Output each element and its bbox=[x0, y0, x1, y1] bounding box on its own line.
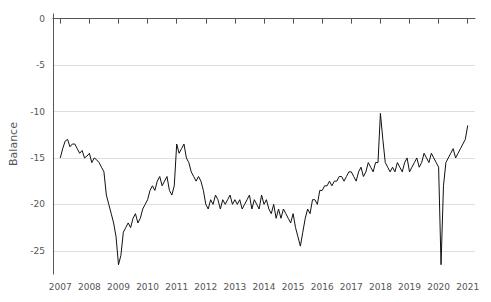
svg-text:-10: -10 bbox=[30, 107, 45, 117]
svg-text:2010: 2010 bbox=[136, 282, 159, 292]
svg-text:2014: 2014 bbox=[253, 282, 276, 292]
svg-text:2021: 2021 bbox=[456, 282, 479, 292]
svg-text:2012: 2012 bbox=[194, 282, 217, 292]
svg-text:2015: 2015 bbox=[282, 282, 305, 292]
svg-text:2013: 2013 bbox=[223, 282, 246, 292]
svg-text:2017: 2017 bbox=[340, 282, 363, 292]
svg-text:2018: 2018 bbox=[369, 282, 392, 292]
svg-text:-25: -25 bbox=[30, 246, 45, 256]
svg-text:2020: 2020 bbox=[427, 282, 450, 292]
svg-text:Balance: Balance bbox=[7, 122, 20, 166]
svg-text:2007: 2007 bbox=[49, 282, 72, 292]
svg-text:2009: 2009 bbox=[107, 282, 130, 292]
svg-text:2016: 2016 bbox=[311, 282, 334, 292]
svg-text:-15: -15 bbox=[30, 153, 45, 163]
svg-text:2008: 2008 bbox=[78, 282, 101, 292]
svg-text:-20: -20 bbox=[30, 199, 45, 209]
svg-text:0: 0 bbox=[39, 14, 45, 24]
svg-text:2011: 2011 bbox=[165, 282, 188, 292]
svg-text:-5: -5 bbox=[36, 60, 45, 70]
svg-text:2019: 2019 bbox=[398, 282, 421, 292]
